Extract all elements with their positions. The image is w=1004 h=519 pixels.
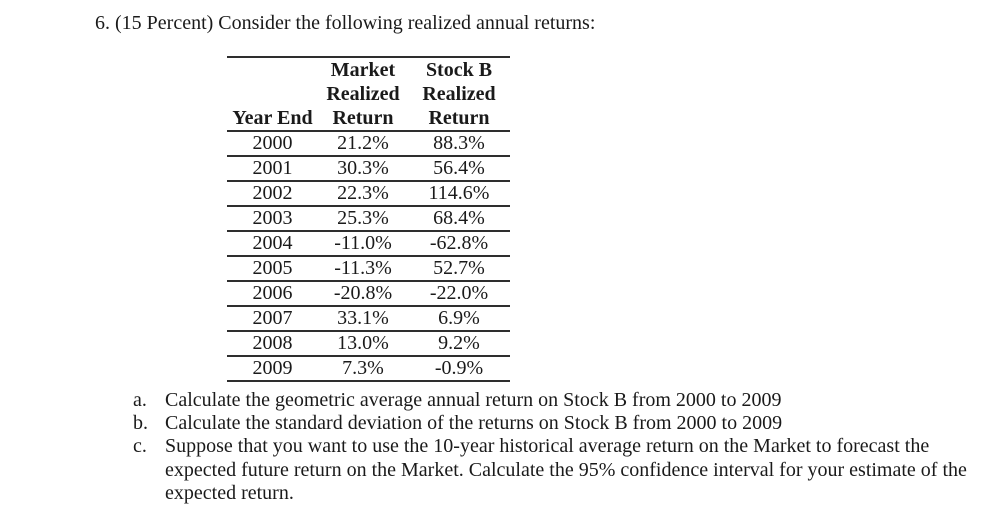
header-line: Return — [332, 107, 394, 129]
col-header-stockb-realized-return: Stock B Realized Return — [408, 57, 510, 132]
table-row: 2001 30.3% 56.4% — [227, 156, 510, 182]
stockb-return-cell: 88.3% — [408, 131, 510, 157]
question-b: b. Calculate the standard deviation of t… — [133, 412, 993, 435]
table-row: 2007 33.1% 6.9% — [227, 306, 510, 332]
market-return-cell: 21.2% — [318, 131, 408, 157]
market-return-cell: 13.0% — [318, 331, 408, 357]
question-label: c. — [133, 435, 147, 458]
table-row: 2005 -11.3% 52.7% — [227, 256, 510, 282]
year-cell: 2008 — [227, 331, 318, 357]
question-label: a. — [133, 389, 147, 411]
col-header-market-realized-return: Market Realized Return — [318, 57, 408, 132]
year-cell: 2006 — [227, 281, 318, 307]
stockb-return-cell: 114.6% — [408, 181, 510, 207]
returns-table-body: 2000 21.2% 88.3% 2001 30.3% 56.4% 2002 2… — [227, 131, 510, 382]
stockb-return-cell: -22.0% — [408, 281, 510, 307]
stockb-return-cell: 6.9% — [408, 306, 510, 332]
table-row: 2003 25.3% 68.4% — [227, 206, 510, 232]
market-return-cell: 22.3% — [318, 181, 408, 207]
table-row: 2008 13.0% 9.2% — [227, 331, 510, 357]
market-return-cell: -11.0% — [318, 231, 408, 257]
question-a: a. Calculate the geometric average annua… — [133, 389, 993, 412]
market-return-cell: 33.1% — [318, 306, 408, 332]
year-cell: 2002 — [227, 181, 318, 207]
table-row: 2006 -20.8% -22.0% — [227, 281, 510, 307]
year-cell: 2009 — [227, 356, 318, 382]
market-return-cell: -11.3% — [318, 256, 408, 282]
question-c: c. Suppose that you want to use the 10-y… — [133, 435, 993, 505]
market-return-cell: -20.8% — [318, 281, 408, 307]
stockb-return-cell: 56.4% — [408, 156, 510, 182]
header-line: Realized — [422, 83, 496, 105]
stockb-return-cell: -0.9% — [408, 356, 510, 382]
returns-table: Year End Market Realized Return Stock B … — [227, 56, 510, 382]
year-cell: 2001 — [227, 156, 318, 182]
year-cell: 2005 — [227, 256, 318, 282]
problem-title: 6. (15 Percent) Consider the following r… — [95, 12, 596, 34]
table-row: 2004 -11.0% -62.8% — [227, 231, 510, 257]
col-header-year-end: Year End — [227, 57, 318, 132]
header-line: Stock B — [425, 59, 493, 81]
table-row: 2002 22.3% 114.6% — [227, 181, 510, 207]
question-label: b. — [133, 412, 148, 435]
year-cell: 2007 — [227, 306, 318, 332]
header-line: Return — [428, 107, 490, 129]
question-text: Suppose that you want to use the 10-year… — [165, 435, 967, 504]
table-row: 2000 21.2% 88.3% — [227, 131, 510, 157]
question-text: Calculate the geometric average annual r… — [165, 389, 782, 411]
market-return-cell: 7.3% — [318, 356, 408, 382]
returns-table-header: Year End Market Realized Return Stock B … — [227, 57, 510, 132]
market-return-cell: 25.3% — [318, 206, 408, 232]
stockb-return-cell: 52.7% — [408, 256, 510, 282]
header-line: Realized — [326, 83, 400, 105]
table-row: 2009 7.3% -0.9% — [227, 356, 510, 382]
year-cell: 2004 — [227, 231, 318, 257]
stockb-return-cell: 68.4% — [408, 206, 510, 232]
stockb-return-cell: -62.8% — [408, 231, 510, 257]
question-list: a. Calculate the geometric average annua… — [133, 389, 993, 505]
stockb-return-cell: 9.2% — [408, 331, 510, 357]
col-header-year-end-label: Year End — [232, 107, 313, 129]
market-return-cell: 30.3% — [318, 156, 408, 182]
year-cell: 2000 — [227, 131, 318, 157]
header-line: Market — [330, 59, 396, 81]
question-text: Calculate the standard deviation of the … — [165, 412, 783, 435]
year-cell: 2003 — [227, 206, 318, 232]
